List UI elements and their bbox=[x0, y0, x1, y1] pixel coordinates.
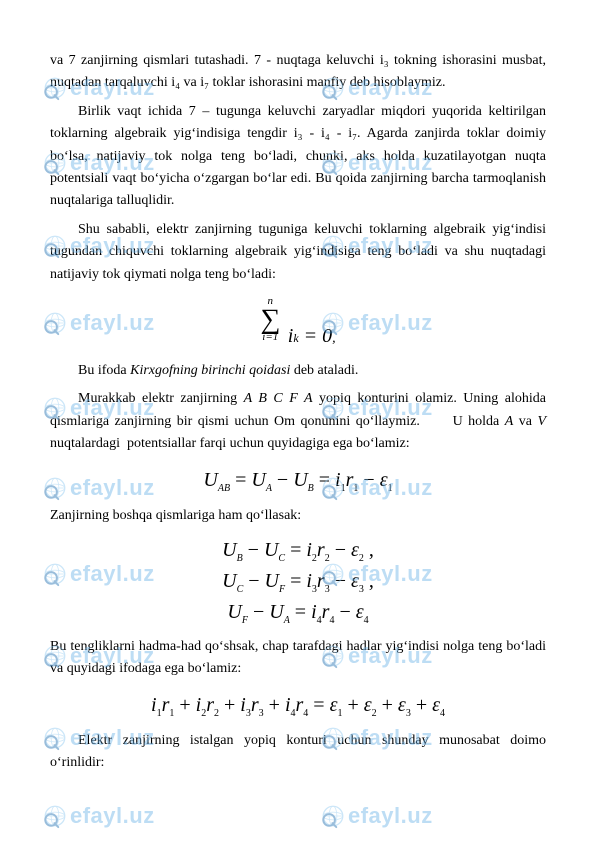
paragraph-6: Zanjirning boshqa qismlariga ham qoʻllas… bbox=[50, 505, 546, 527]
paragraph-4: Bu ifoda Kirxgofning birinchi qoidasi de… bbox=[50, 360, 546, 382]
paragraph-3: Shu sababli, elektr zanjirning tuguniga … bbox=[50, 219, 546, 286]
eq-line-2b: UC − UF = i3r3 − ε3 , bbox=[50, 566, 546, 597]
watermark-globe-icon bbox=[42, 803, 68, 829]
watermark-globe-icon bbox=[320, 803, 346, 829]
paragraph-7: Bu tengliklarni hadma-had qoʻshsak, chap… bbox=[50, 636, 546, 681]
equation-system: UB − UC = i2r2 − ε2 , UC − UF = i3r3 − ε… bbox=[50, 535, 546, 628]
watermark: efayl.uz bbox=[320, 798, 433, 833]
sum-lower: i=1 bbox=[260, 332, 280, 343]
paragraph-2: Birlik vaqt ichida 7 – tugunga keluvchi … bbox=[50, 101, 546, 213]
equation-sum: n ∑ i=1 ik = 0, bbox=[50, 296, 546, 352]
p4-b: Kirxgofning birinchi qoidasi bbox=[130, 363, 290, 378]
eq-line-2c: UF − UA = i4r4 − ε4 bbox=[50, 597, 546, 628]
equation-3: i1r1 + i2r2 + i3r3 + i4r4 = ε1 + ε2 + ε3… bbox=[50, 689, 546, 722]
equation-1: UAB = UA − UB = i1r1 − ε1 bbox=[50, 464, 546, 497]
watermark-text: efayl.uz bbox=[348, 798, 433, 833]
paragraph-1: va 7 zanjirning qismlari tutashadi. 7 - … bbox=[50, 50, 546, 95]
p4-a: Bu ifoda bbox=[78, 363, 130, 378]
watermark-text: efayl.uz bbox=[70, 798, 155, 833]
sigma-symbol: ∑ bbox=[260, 307, 280, 332]
eq-line-2a: UB − UC = i2r2 − ε2 , bbox=[50, 535, 546, 566]
watermark: efayl.uz bbox=[42, 798, 155, 833]
p4-c: deb ataladi. bbox=[290, 363, 358, 378]
paragraph-8: Elektr zanjirning istalgan yopiq konturi… bbox=[50, 730, 546, 775]
paragraph-5: Murakkab elektr zanjirning A B C F A yop… bbox=[50, 388, 546, 455]
sum-expression: ik = 0, bbox=[288, 320, 336, 352]
